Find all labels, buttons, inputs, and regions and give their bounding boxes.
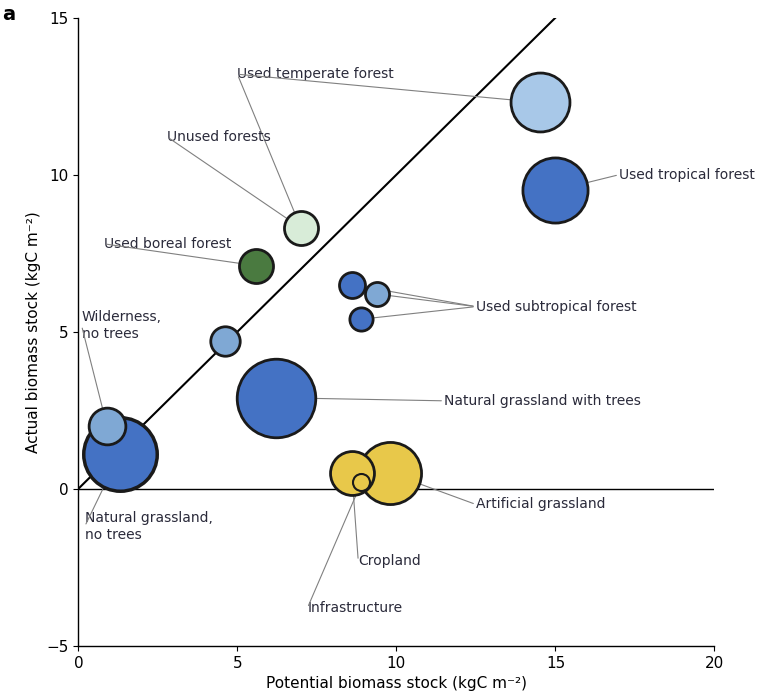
Text: Artificial grassland: Artificial grassland	[476, 498, 605, 512]
Point	[346, 468, 358, 479]
Text: Used temperate forest: Used temperate forest	[237, 67, 394, 81]
Point	[114, 449, 126, 460]
Text: Natural grassland with trees: Natural grassland with trees	[444, 394, 641, 408]
Point	[549, 185, 561, 196]
Text: Used tropical forest: Used tropical forest	[619, 168, 755, 181]
Point	[219, 336, 231, 347]
Y-axis label: Actual biomass stock (kgC m⁻²): Actual biomass stock (kgC m⁻²)	[25, 211, 41, 452]
Point	[101, 420, 113, 431]
Point	[356, 313, 368, 325]
Point	[250, 260, 263, 272]
Point	[371, 288, 383, 299]
Point	[295, 223, 307, 234]
Text: Unused forests: Unused forests	[167, 130, 271, 144]
Text: Wilderness,
no trees: Wilderness, no trees	[81, 311, 161, 341]
Text: Used subtropical forest: Used subtropical forest	[476, 299, 637, 313]
Point	[384, 468, 396, 479]
Text: Infrastructure: Infrastructure	[307, 601, 402, 615]
Point	[356, 477, 368, 488]
Text: Natural grassland,
no trees: Natural grassland, no trees	[84, 512, 213, 542]
Point	[346, 279, 358, 290]
Text: Cropland: Cropland	[358, 554, 421, 568]
Point	[534, 97, 546, 108]
Point	[270, 392, 282, 403]
Text: Used boreal forest: Used boreal forest	[104, 237, 231, 251]
X-axis label: Potential biomass stock (kgC m⁻²): Potential biomass stock (kgC m⁻²)	[266, 676, 527, 691]
Text: a: a	[2, 5, 15, 24]
